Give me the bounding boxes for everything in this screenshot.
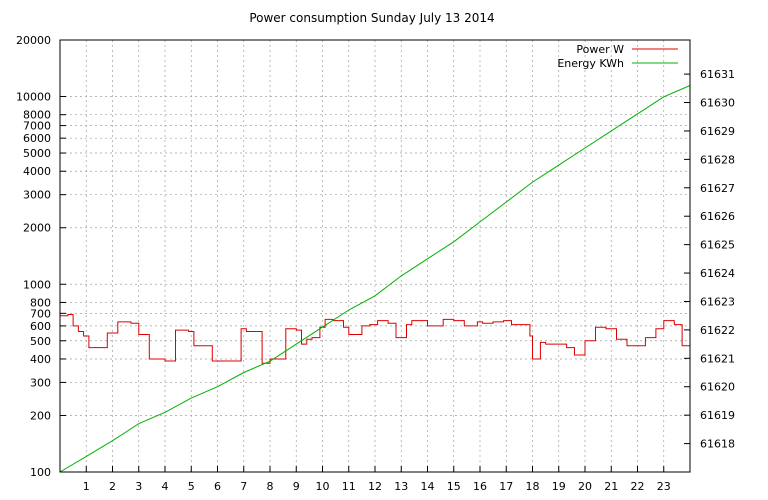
y-tick-label: 3000 <box>23 189 51 202</box>
x-tick-label: 23 <box>657 480 671 493</box>
y-tick-label: 20000 <box>16 34 51 47</box>
x-tick-label: 12 <box>368 480 382 493</box>
legend-label: Power W <box>576 43 624 56</box>
y-tick-label: 700 <box>30 307 51 320</box>
y2-tick-label: 61619 <box>700 409 735 422</box>
x-tick-label: 20 <box>578 480 592 493</box>
y-tick-label: 500 <box>30 335 51 348</box>
energy-series-line <box>59 85 691 473</box>
x-tick-label: 19 <box>552 480 566 493</box>
y2-tick-label: 61620 <box>700 381 735 394</box>
plot-border <box>59 39 691 473</box>
legend-label: Energy KWh <box>557 57 624 70</box>
x-tick-label: 2 <box>109 480 116 493</box>
y2-tick-label: 61630 <box>700 97 735 110</box>
y-tick-label: 6000 <box>23 132 51 145</box>
y2-tick-label: 61622 <box>700 324 735 337</box>
x-tick-label: 13 <box>394 480 408 493</box>
y2-tick-label: 61624 <box>700 267 735 280</box>
power-series-line <box>60 314 690 364</box>
y2-tick-label: 61618 <box>700 438 735 451</box>
y2-tick-label: 61631 <box>700 68 735 81</box>
y-tick-label: 7000 <box>23 120 51 133</box>
y-tick-label: 5000 <box>23 147 51 160</box>
x-tick-label: 14 <box>421 480 435 493</box>
y-tick-label: 600 <box>30 320 51 333</box>
series-layer <box>59 85 691 473</box>
y-tick-label: 4000 <box>23 165 51 178</box>
y2-tick-label: 61626 <box>700 210 735 223</box>
x-tick-label: 16 <box>473 480 487 493</box>
x-tick-label: 1 <box>83 480 90 493</box>
x-tick-label: 5 <box>188 480 195 493</box>
y-tick-label: 300 <box>30 376 51 389</box>
y-tick-label: 800 <box>30 296 51 309</box>
x-tick-label: 3 <box>135 480 142 493</box>
x-tick-label: 11 <box>342 480 356 493</box>
x-tick-label: 8 <box>267 480 274 493</box>
chart-title: Power consumption Sunday July 13 2014 <box>249 11 494 25</box>
y-tick-label: 10000 <box>16 91 51 104</box>
chart-grid <box>60 40 690 472</box>
y2-tick-label: 61629 <box>700 125 735 138</box>
x-tick-label: 4 <box>162 480 169 493</box>
y-tick-label: 400 <box>30 353 51 366</box>
x-tick-label: 6 <box>214 480 221 493</box>
y-tick-label: 100 <box>30 466 51 479</box>
y-tick-label: 2000 <box>23 222 51 235</box>
y-tick-label: 1000 <box>23 278 51 291</box>
x-axis-ticks: 1 2 3 4 5 6 7 8 9 10 11 12 13 14 15 16 17 18 19 20 21 22 23 <box>83 466 671 493</box>
y2-tick-label: 61621 <box>700 352 735 365</box>
y-tick-label: 8000 <box>23 109 51 122</box>
y2-tick-label: 61623 <box>700 295 735 308</box>
x-tick-label: 7 <box>240 480 247 493</box>
right-axis-ticks: 61618 61619 61620 61621 61622 61623 61624 61625… <box>684 68 735 451</box>
y-tick-label: 200 <box>30 409 51 422</box>
x-tick-label: 22 <box>631 480 645 493</box>
x-tick-label: 21 <box>604 480 618 493</box>
x-tick-label: 9 <box>293 480 300 493</box>
x-tick-label: 18 <box>526 480 540 493</box>
y2-tick-label: 61627 <box>700 182 735 195</box>
x-tick-label: 10 <box>316 480 330 493</box>
y2-tick-label: 61628 <box>700 153 735 166</box>
x-tick-label: 15 <box>447 480 461 493</box>
x-tick-label: 17 <box>499 480 513 493</box>
y2-tick-label: 61625 <box>700 239 735 252</box>
